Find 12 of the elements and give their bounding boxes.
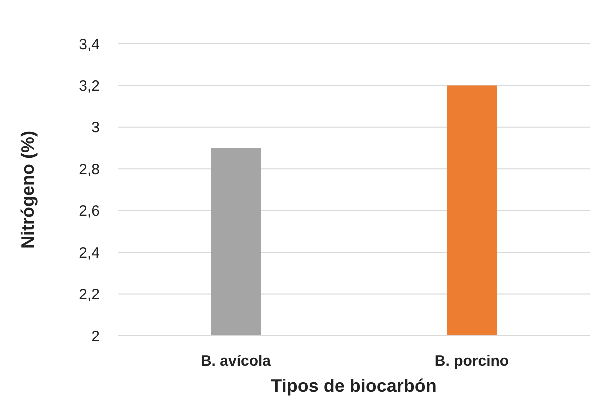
y-tick-label: 2,8: [79, 161, 100, 178]
x-tick-label: B. avícola: [200, 353, 272, 370]
x-tick-label: B. porcino: [434, 353, 510, 370]
y-tick-label: 2,6: [79, 203, 100, 220]
y-tick-label: 3,2: [79, 78, 100, 95]
y-axis-title: Nitrógeno (%): [18, 131, 38, 249]
x-axis-title: Tipos de biocarbón: [271, 376, 437, 396]
y-tick-label: 3,4: [79, 36, 100, 54]
y-tick-label: 2,4: [79, 244, 100, 262]
y-tick-label: 3: [92, 120, 100, 137]
y-tick-label: 2,2: [79, 286, 100, 304]
y-tick-label: 2: [92, 328, 100, 346]
